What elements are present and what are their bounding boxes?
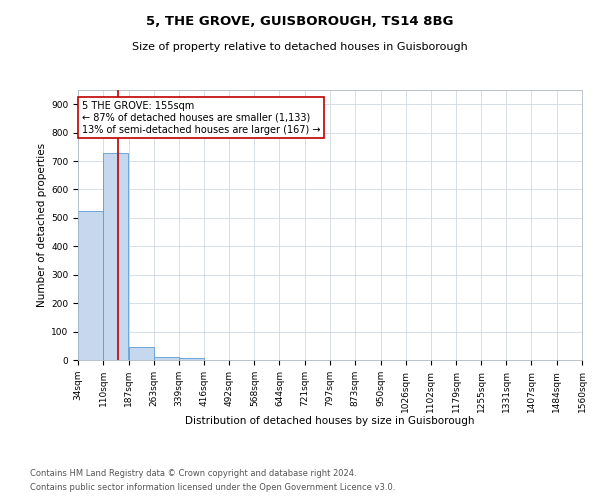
- Bar: [103, 154, 128, 360]
- Bar: [128, 347, 154, 360]
- Bar: [154, 357, 179, 360]
- Text: 5 THE GROVE: 155sqm
← 87% of detached houses are smaller (1,133)
13% of semi-det: 5 THE GROVE: 155sqm ← 87% of detached ho…: [82, 102, 320, 134]
- Y-axis label: Number of detached properties: Number of detached properties: [37, 143, 47, 307]
- Text: Contains public sector information licensed under the Open Government Licence v3: Contains public sector information licen…: [30, 484, 395, 492]
- Text: 5, THE GROVE, GUISBOROUGH, TS14 8BG: 5, THE GROVE, GUISBOROUGH, TS14 8BG: [146, 15, 454, 28]
- X-axis label: Distribution of detached houses by size in Guisborough: Distribution of detached houses by size …: [185, 416, 475, 426]
- Text: Contains HM Land Registry data © Crown copyright and database right 2024.: Contains HM Land Registry data © Crown c…: [30, 468, 356, 477]
- Bar: [78, 211, 103, 360]
- Text: Size of property relative to detached houses in Guisborough: Size of property relative to detached ho…: [132, 42, 468, 52]
- Bar: [179, 358, 204, 360]
